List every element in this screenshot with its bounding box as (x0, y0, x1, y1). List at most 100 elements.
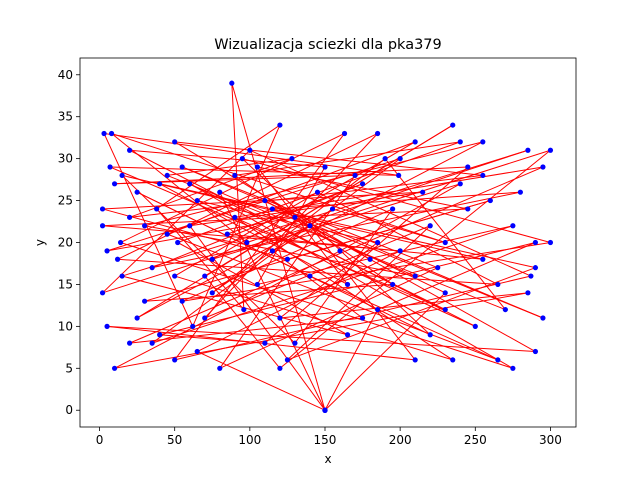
path-segment (309, 275, 499, 361)
data-point (157, 181, 163, 187)
data-point (232, 172, 238, 179)
data-point (487, 197, 493, 204)
path-segment (102, 225, 401, 252)
data-point (397, 156, 403, 162)
data-point (390, 206, 396, 212)
data-point (232, 214, 238, 220)
data-point (344, 281, 351, 288)
x-tick-label: 150 (314, 433, 337, 447)
y-tick-label: 35 (58, 110, 73, 124)
x-axis-label: x (324, 452, 331, 466)
path-segment (197, 351, 326, 411)
path-segment (102, 149, 251, 294)
data-point (412, 357, 418, 363)
data-point (322, 407, 328, 413)
path-segment (109, 166, 446, 311)
data-point (532, 265, 539, 271)
data-point (472, 323, 478, 329)
path-segment (272, 141, 484, 252)
path-segment (212, 141, 416, 260)
data-point (172, 139, 178, 145)
data-point (442, 290, 448, 296)
path-segment (102, 208, 288, 260)
path-segment (294, 208, 394, 344)
data-point (269, 248, 275, 254)
y-tick-label: 20 (58, 236, 73, 250)
data-point (277, 315, 283, 321)
data-point (292, 214, 298, 220)
data-point (547, 147, 554, 153)
data-point (179, 164, 185, 170)
y-tick-label: 25 (58, 194, 73, 208)
path-segment (197, 200, 476, 327)
data-point (194, 348, 200, 355)
chart-title: Wizualizacja sciezki dla pka379 (214, 37, 442, 53)
x-tick-label: 200 (389, 433, 412, 447)
path-segment (182, 242, 551, 302)
data-point (420, 189, 426, 195)
path-segment (166, 233, 499, 361)
data-point (352, 172, 358, 179)
y-tick-label: 15 (58, 277, 73, 291)
data-point (217, 365, 223, 371)
y-tick-label: 5 (65, 361, 73, 375)
x-tick-label: 100 (238, 433, 261, 447)
data-point (179, 298, 185, 304)
x-tick-label: 50 (167, 433, 182, 447)
data-point (450, 122, 456, 128)
data-point (382, 156, 388, 162)
data-point (134, 315, 140, 321)
data-point (442, 306, 448, 313)
data-point (111, 365, 118, 371)
y-tick-label: 0 (65, 403, 73, 417)
data-point (157, 332, 163, 338)
path-segment (227, 183, 363, 235)
data-point (495, 357, 501, 363)
path-segment (377, 242, 536, 311)
path-segment (117, 133, 378, 260)
data-point (108, 130, 115, 137)
data-point (104, 323, 110, 329)
data-point (397, 248, 403, 254)
data-point (202, 315, 208, 321)
data-point (412, 139, 418, 145)
data-point (244, 239, 250, 246)
data-point (322, 164, 328, 170)
data-point (344, 332, 351, 338)
data-point (427, 332, 433, 338)
data-point (528, 273, 534, 279)
data-point (99, 206, 106, 212)
path-segment (167, 158, 292, 176)
data-point (172, 273, 178, 279)
data-point (164, 231, 170, 237)
data-point (142, 298, 148, 304)
data-point (442, 239, 448, 246)
data-point (247, 147, 253, 153)
path-segment (174, 191, 318, 277)
path-segment (324, 292, 446, 411)
path-segment (129, 166, 544, 344)
y-axis-label: y (33, 239, 47, 246)
path-segment (129, 317, 363, 344)
path-segment (114, 174, 356, 185)
data-point (375, 306, 381, 313)
data-point (127, 147, 133, 153)
data-point (117, 239, 124, 246)
y-tick-label: 40 (58, 68, 73, 82)
path-segment (317, 191, 499, 285)
data-point (119, 172, 125, 179)
data-point (277, 365, 283, 371)
data-point (202, 273, 208, 279)
data-point (396, 172, 402, 179)
path-segment (129, 149, 476, 327)
data-point (284, 357, 291, 363)
path-segment (234, 166, 544, 218)
data-point (480, 139, 486, 145)
data-point (127, 214, 133, 220)
data-point (239, 156, 245, 162)
data-point (175, 239, 181, 246)
x-tick-label: 300 (539, 433, 562, 447)
data-point (99, 290, 106, 296)
path-segment (219, 191, 416, 277)
